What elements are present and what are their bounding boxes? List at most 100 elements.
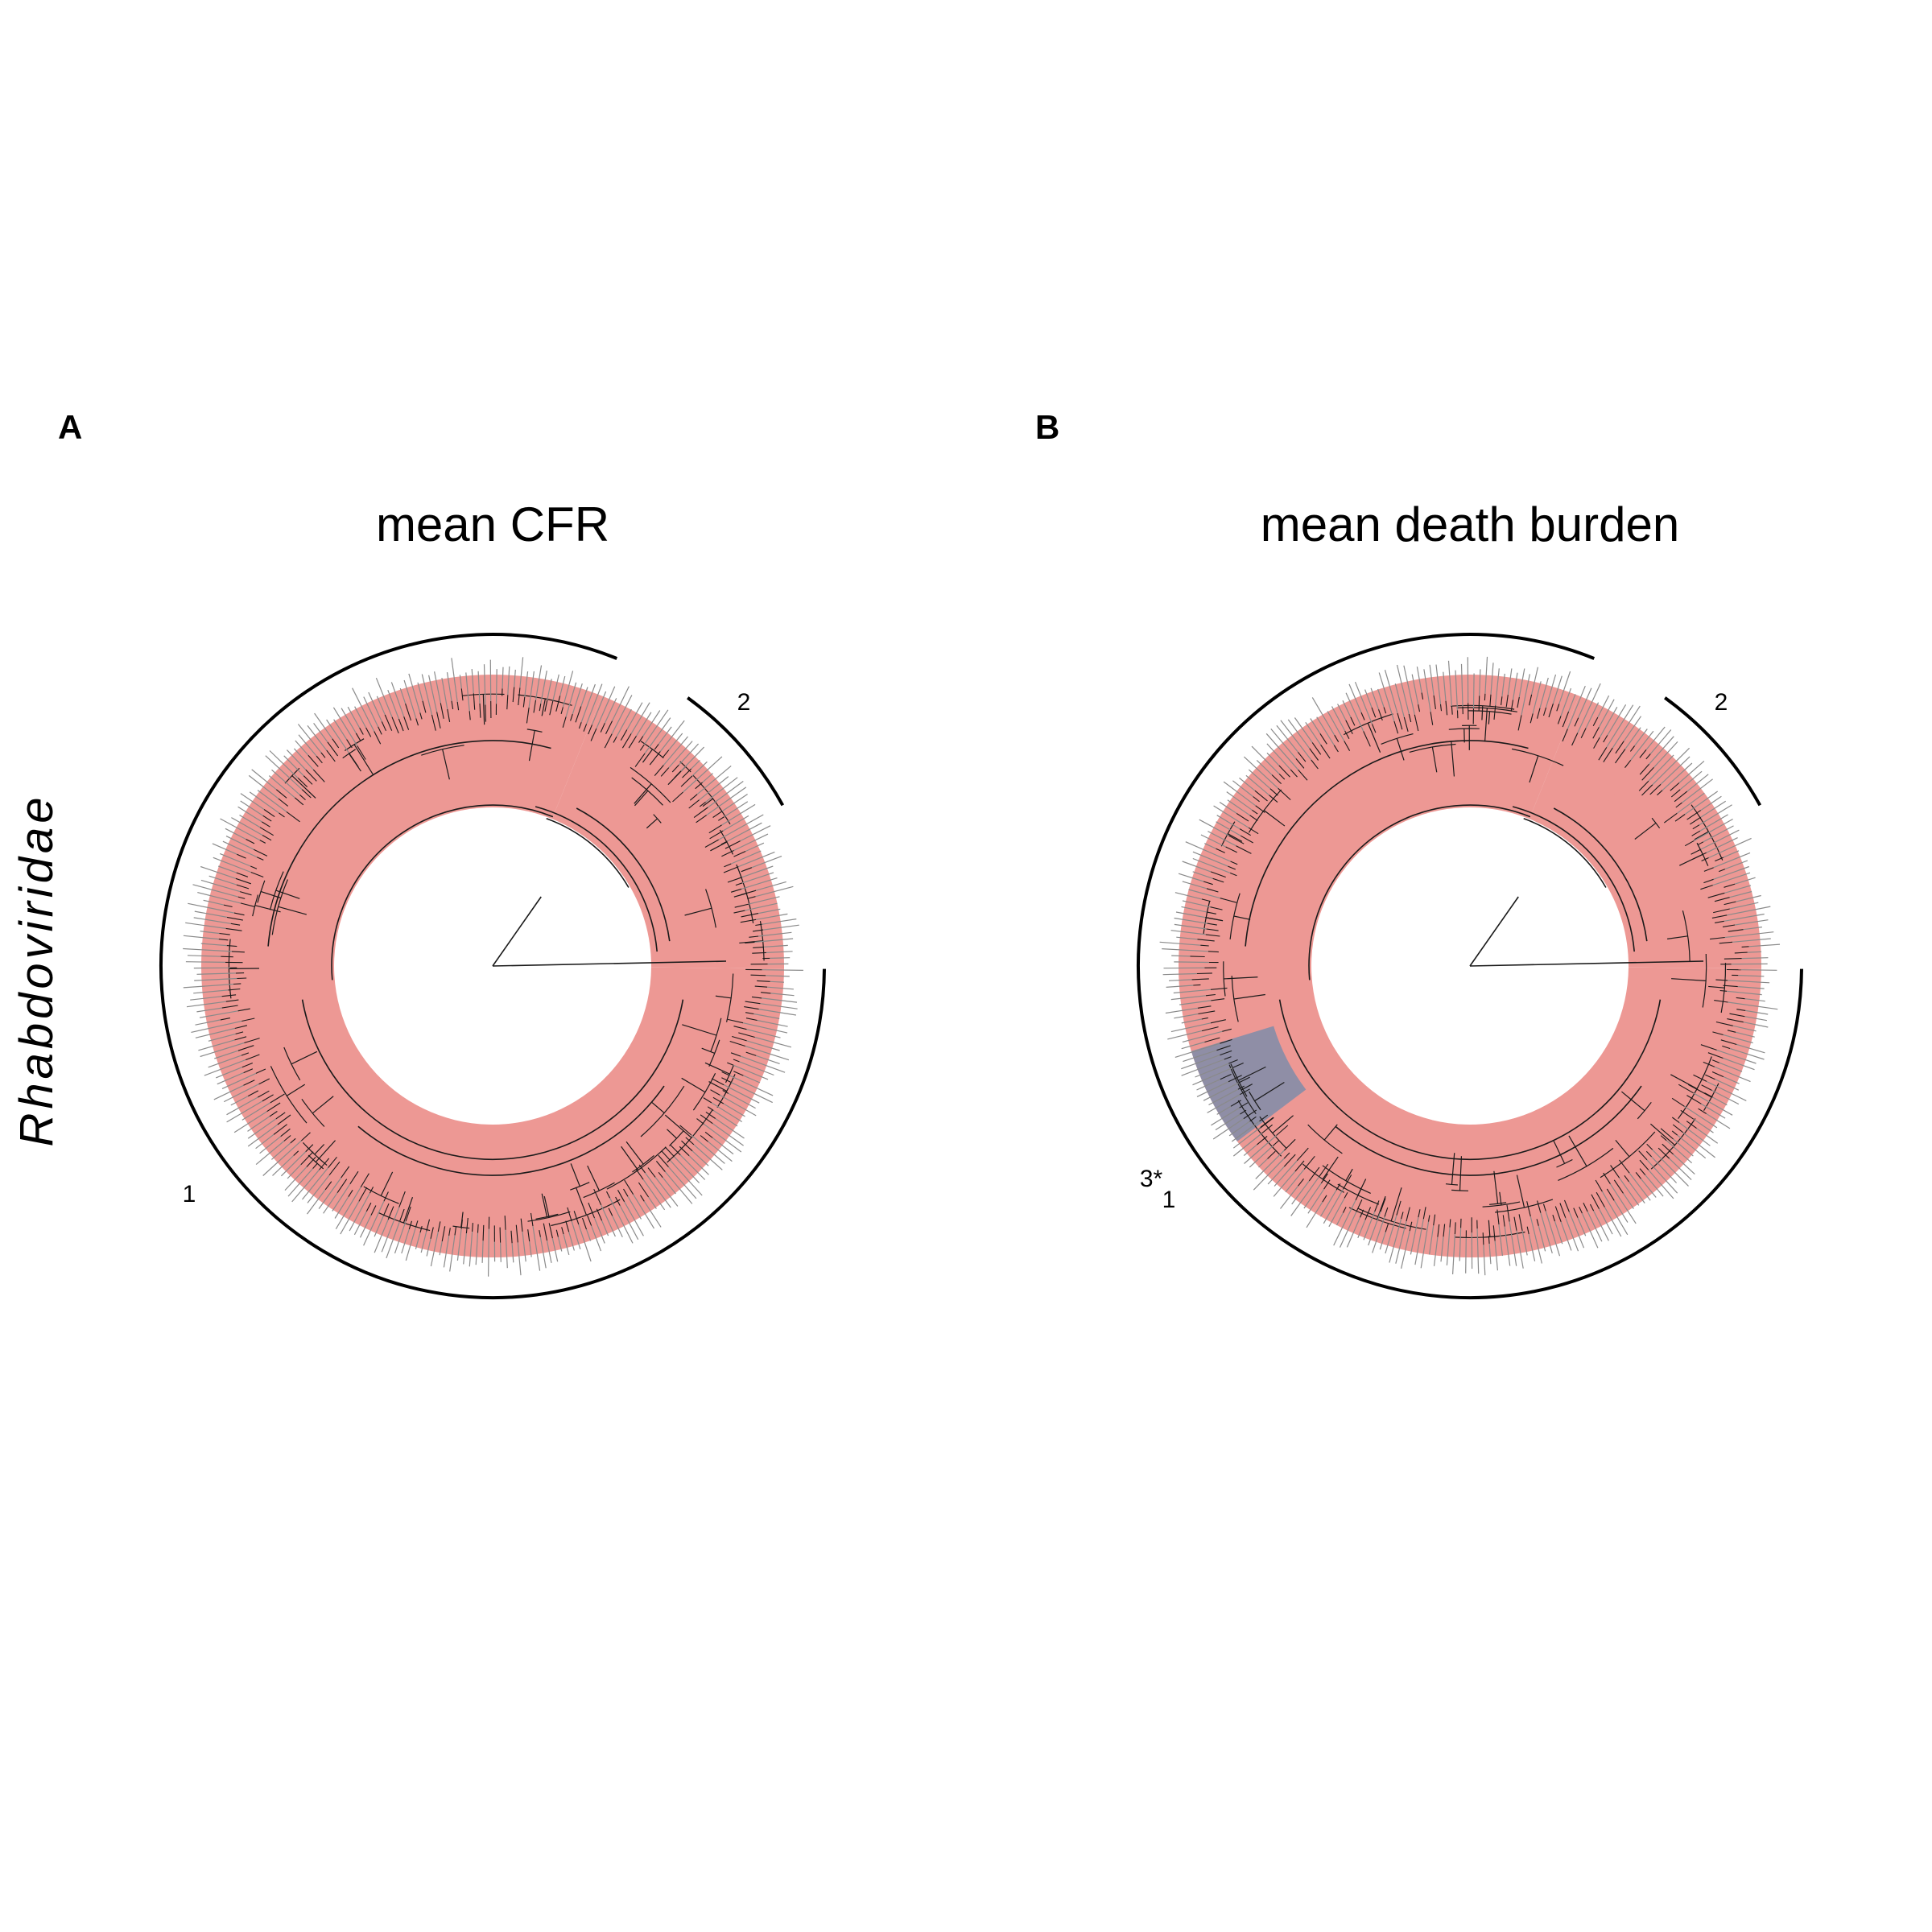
tip-branch <box>426 1238 431 1257</box>
clade-2-highlight <box>1579 781 1666 867</box>
tip-branch <box>691 759 700 770</box>
terminal-branch <box>398 1191 406 1208</box>
terminal-branch <box>1443 1224 1446 1237</box>
tip-branch <box>1162 972 1197 976</box>
tip-branch <box>754 938 794 943</box>
terminal-branch <box>548 1223 553 1239</box>
terminal-branch <box>237 977 247 980</box>
tip-branch <box>405 1227 416 1261</box>
internal-branch <box>739 940 763 944</box>
terminal-branch <box>638 1164 646 1174</box>
tip-branch <box>708 1141 733 1162</box>
tip-branch <box>644 717 671 754</box>
terminal-branch <box>680 775 693 787</box>
terminal-branch <box>1704 1092 1713 1098</box>
terminal-branch <box>1478 696 1480 712</box>
terminal-branch <box>324 1181 332 1191</box>
internal-branch <box>291 775 316 799</box>
tip-branch <box>1732 938 1771 943</box>
tip-branch <box>1212 1118 1245 1140</box>
terminal-branch <box>755 923 762 927</box>
tip-branch <box>1348 683 1362 713</box>
tip-branch <box>1587 1211 1603 1242</box>
backbone-arc <box>535 806 658 952</box>
terminal-branch <box>398 1208 405 1222</box>
terminal-branch <box>1385 1223 1389 1232</box>
backbone-arc <box>576 807 671 942</box>
terminal-branch <box>1342 1207 1347 1213</box>
subclade-arc <box>719 829 734 855</box>
terminal-branch <box>1493 705 1496 720</box>
tip-branch <box>1715 1079 1740 1091</box>
terminal-branch <box>1220 1073 1232 1080</box>
tip-branch <box>318 1177 342 1209</box>
terminal-branch <box>1583 1202 1588 1212</box>
terminal-branch <box>221 956 233 958</box>
tip-branch <box>214 1050 239 1059</box>
backbone-arc <box>546 818 630 888</box>
terminal-branch <box>263 809 275 818</box>
terminal-branch <box>278 798 289 807</box>
internal-branch <box>541 698 546 716</box>
terminal-branch <box>1225 846 1237 853</box>
terminal-branch <box>1335 1183 1341 1191</box>
tip-branch <box>699 776 729 801</box>
tip-branch <box>1452 1233 1455 1275</box>
tip-branch <box>1192 857 1231 873</box>
tip-branch <box>1677 1134 1707 1159</box>
terminal-branch <box>555 1229 559 1237</box>
terminal-branch <box>355 733 361 741</box>
terminal-branch <box>1240 835 1253 844</box>
tip-branch <box>524 671 529 697</box>
tip-branch <box>471 669 474 694</box>
tip-branch <box>642 1179 666 1211</box>
terminal-branch <box>1232 1062 1244 1068</box>
terminal-branch <box>1707 892 1725 898</box>
tip-branch <box>1192 1067 1233 1086</box>
terminal-branch <box>733 1059 740 1063</box>
terminal-branch <box>1670 782 1680 791</box>
terminal-branch <box>365 727 372 737</box>
terminal-branch <box>1363 731 1371 747</box>
tip-branch <box>739 1061 774 1076</box>
terminal-branch <box>1196 972 1212 975</box>
tip-branch <box>1545 674 1557 708</box>
tip-branch <box>284 1166 308 1191</box>
terminal-branch <box>1657 790 1663 796</box>
tip-branch <box>1623 716 1641 742</box>
tip-branch <box>1328 1198 1345 1228</box>
tip-branch <box>535 665 543 700</box>
terminal-branch <box>1598 747 1608 761</box>
terminal-branch <box>460 1219 463 1229</box>
tip-branch <box>247 1116 270 1132</box>
tip-branch <box>1531 667 1538 695</box>
tip-branch <box>728 1092 756 1109</box>
terminal-branch <box>1228 865 1236 870</box>
tip-branch <box>208 1055 242 1068</box>
tip-branch <box>763 924 799 931</box>
internal-branch <box>1484 708 1488 742</box>
terminal-branch <box>1303 1155 1315 1170</box>
internal-branch <box>442 749 450 780</box>
tip-branch <box>1181 906 1208 913</box>
terminal-branch <box>1678 1084 1694 1094</box>
terminal-branch <box>757 980 770 982</box>
tip-branch <box>449 1235 456 1272</box>
tip-branch <box>272 1155 295 1176</box>
terminal-branch <box>708 824 722 834</box>
tip-branch <box>532 1226 541 1271</box>
tip-branch <box>1521 1230 1528 1256</box>
terminal-branch <box>518 687 521 706</box>
tip-branch <box>552 674 559 701</box>
terminal-branch <box>316 755 323 764</box>
terminal-branch <box>320 752 326 758</box>
terminal-branch <box>1722 1045 1731 1050</box>
tip-branch <box>1598 699 1615 728</box>
terminal-branch <box>312 769 325 782</box>
terminal-branch <box>1707 1052 1724 1059</box>
tip-branch <box>1245 774 1269 796</box>
internal-branch <box>291 1051 318 1065</box>
terminal-branch <box>704 839 719 848</box>
terminal-branch <box>1319 1163 1329 1178</box>
panel-a-letter: A <box>58 408 82 446</box>
